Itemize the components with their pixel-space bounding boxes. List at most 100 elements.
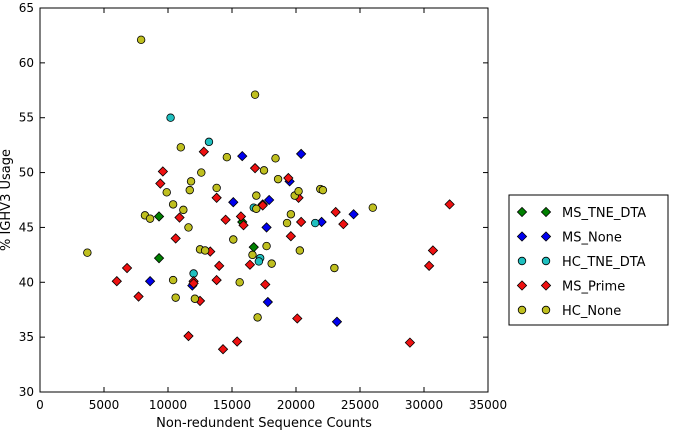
data-point	[267, 259, 276, 268]
legend-marker	[540, 231, 552, 242]
data-point	[83, 248, 92, 257]
legend-marker	[516, 280, 528, 291]
legend-label: HC_TNE_DTA	[562, 255, 646, 270]
y-tick-label: 40	[19, 275, 34, 289]
data-point	[330, 263, 339, 273]
data-point	[190, 294, 200, 303]
y-axis: 30 35 40 45 50 55 60 65	[19, 1, 488, 399]
y-tick-label: 55	[19, 111, 34, 125]
data-point	[427, 245, 439, 256]
data-point	[179, 205, 188, 215]
data-point	[136, 35, 146, 45]
data-point	[235, 278, 244, 287]
data-point	[168, 200, 178, 209]
legend-marker	[517, 256, 527, 266]
data-point	[211, 274, 222, 286]
data-point	[257, 200, 268, 211]
x-tick-label: 5000	[89, 398, 120, 412]
data-point	[220, 214, 231, 225]
data-point	[252, 191, 261, 200]
plot-frame	[39, 7, 489, 393]
data-point	[174, 212, 185, 223]
data-point	[166, 113, 175, 122]
data-point	[204, 137, 214, 147]
data-point	[229, 235, 238, 244]
y-axis-label: % IGHV3 Usage	[0, 149, 14, 251]
data-point	[271, 154, 280, 163]
data-point	[286, 210, 296, 219]
data-point	[212, 183, 221, 193]
series-ms-prime	[111, 146, 455, 355]
data-point	[197, 168, 206, 177]
series-hc-none	[83, 35, 377, 322]
data-point	[238, 220, 249, 231]
data-point	[282, 218, 292, 228]
x-tick-label: 10000	[149, 398, 187, 412]
data-point	[295, 148, 307, 160]
data-point	[292, 313, 303, 324]
data-point	[235, 211, 247, 222]
data-point	[170, 233, 181, 244]
data-point	[200, 246, 210, 255]
data-point	[404, 337, 416, 348]
data-point	[316, 216, 327, 228]
data-point	[294, 187, 303, 196]
data-point	[162, 188, 171, 197]
data-point	[444, 199, 455, 210]
data-point	[211, 192, 222, 203]
y-tick-label: 35	[19, 330, 34, 344]
x-tick-label: 20000	[277, 398, 315, 412]
data-point	[157, 166, 169, 177]
data-point	[176, 143, 185, 152]
legend-marker	[540, 206, 552, 218]
data-point	[261, 222, 272, 233]
data-point	[133, 291, 144, 302]
x-axis-label: Non-redundent Sequence Counts	[156, 416, 372, 431]
data-point	[249, 163, 261, 174]
y-tick-label: 30	[19, 385, 34, 399]
legend-label: MS_None	[562, 231, 622, 246]
data-point	[260, 279, 271, 290]
data-point	[348, 209, 359, 220]
data-point	[318, 185, 328, 195]
legend-marker	[517, 305, 527, 315]
legend-marker	[541, 256, 551, 266]
data-point	[198, 146, 210, 157]
data-point	[331, 316, 343, 327]
legend-marker	[541, 305, 551, 315]
data-point	[153, 252, 165, 264]
data-point	[231, 336, 243, 347]
data-point	[252, 204, 261, 213]
data-point	[228, 197, 239, 208]
legend-item: MS_Prime	[516, 280, 625, 295]
data-point	[330, 206, 341, 218]
x-tick-label: 15000	[213, 398, 251, 412]
legend-item: HC_None	[517, 304, 621, 319]
data-point	[153, 211, 165, 222]
y-tick-label: 50	[19, 166, 34, 180]
data-point	[311, 218, 320, 228]
data-point	[171, 293, 180, 302]
legend-label: HC_None	[562, 304, 621, 319]
data-point	[144, 276, 156, 287]
x-tick-label: 35000	[469, 398, 507, 412]
data-point	[184, 223, 193, 232]
data-point	[168, 275, 178, 285]
legend-item: MS_TNE_DTA	[516, 206, 646, 221]
data-point	[121, 262, 133, 274]
data-point	[295, 216, 307, 228]
data-point	[263, 194, 275, 206]
data-point	[259, 166, 269, 175]
data-point	[183, 330, 194, 342]
data-point	[368, 203, 377, 212]
data-point	[188, 278, 199, 289]
legend-marker	[540, 280, 552, 291]
data-point	[262, 241, 271, 251]
x-axis: 0 5000 10000 15000 20000 25000 30000 35000	[36, 8, 507, 412]
data-point	[295, 246, 305, 255]
data-point	[185, 185, 194, 195]
data-point	[186, 177, 196, 186]
data-point	[244, 259, 256, 270]
legend-marker	[516, 206, 528, 218]
